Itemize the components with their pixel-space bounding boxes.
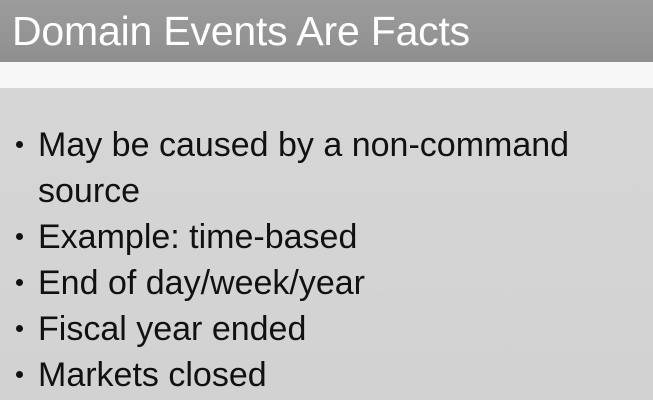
bullet-dot-icon [16,371,23,378]
content-panel: May be caused by a non-command source Ex… [0,88,653,400]
bullet-item: Fiscal year ended [0,306,653,352]
bullet-item: Example: time-based [0,214,653,260]
bullet-text: Markets closed [38,356,267,394]
bullet-text: End of day/week/year [38,264,365,302]
bullet-dot-icon [16,325,23,332]
title-gap [0,62,653,88]
bullet-dot-icon [16,279,23,286]
bullet-list: May be caused by a non-command source Ex… [0,122,653,398]
bullet-text: Example: time-based [38,218,358,256]
bullet-dot-icon [16,233,23,240]
bullet-item: May be caused by a non-command source [0,122,653,214]
bullet-text: Fiscal year ended [38,310,307,348]
slide-title: Domain Events Are Facts [12,8,470,54]
bullet-text: May be caused by a non-command source [38,126,570,210]
title-bar: Domain Events Are Facts [0,0,653,62]
bullet-item: End of day/week/year [0,260,653,306]
bullet-dot-icon [16,141,23,148]
bullet-item: Markets closed [0,352,653,398]
